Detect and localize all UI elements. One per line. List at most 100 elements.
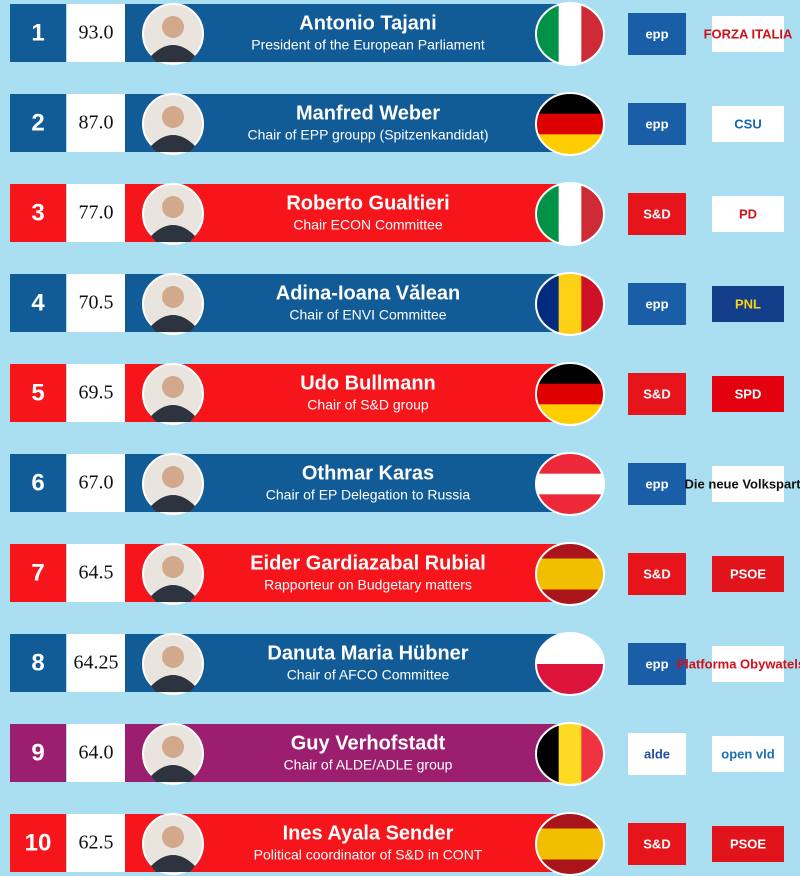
group-logo (628, 823, 686, 865)
photo-head (162, 646, 184, 668)
ranking-row: 6 67.0 Othmar Karas Chair of EP Delegation … (10, 452, 800, 516)
flag-stripe (581, 3, 604, 65)
party-logo (712, 16, 784, 52)
score: 77.0 (79, 202, 114, 224)
photo-body (151, 135, 195, 152)
group-logo (628, 373, 686, 415)
rank: 7 (31, 559, 44, 586)
group-logo-text: S&D (643, 566, 670, 581)
group-logo-text: epp (645, 116, 668, 131)
name: Roberto Gualtieri (286, 192, 449, 214)
photo-head (162, 286, 184, 308)
score-box (67, 364, 125, 422)
flag-stripe (558, 3, 582, 65)
flag-stripe (536, 3, 560, 65)
party-logo (712, 196, 784, 232)
score-box (67, 634, 125, 692)
group-logo-text: S&D (643, 836, 670, 851)
ranking-row: 7 64.5 Eider Gardiazabal Rubial Rapporteur … (10, 542, 784, 606)
flag-stripe (581, 723, 604, 785)
group-logo (628, 733, 686, 775)
name: Guy Verhofstadt (291, 732, 446, 754)
party-logo-text: PSOE (730, 566, 766, 581)
photo-head (162, 16, 184, 38)
flag-stripe (536, 383, 604, 405)
role: President of the European Parliament (251, 37, 485, 53)
photo-body (151, 495, 195, 512)
rank-box (10, 454, 66, 512)
score-box (67, 544, 125, 602)
role: Chair of AFCO Committee (287, 667, 450, 683)
flag-stripe (558, 723, 582, 785)
photo-head (162, 826, 184, 848)
flag-stripe (536, 113, 604, 135)
score: 64.0 (79, 742, 114, 764)
photo-body (151, 405, 195, 422)
score: 67.0 (79, 472, 114, 494)
ranking-row: 2 87.0 Manfred Weber Chair of EPP groupp (S… (10, 92, 784, 156)
party-logo-text: Platforma Obywatelska (676, 656, 800, 671)
name: Ines Ayala Sender (283, 822, 454, 844)
flag-stripe (536, 558, 604, 575)
group-logo-text: S&D (643, 386, 670, 401)
flag-stripe (536, 844, 604, 860)
ranking-row: 5 69.5 Udo Bullmann Chair of S&D group S&D SP… (10, 362, 784, 426)
flag (536, 183, 604, 245)
ranking-row: 1 93.0 Antonio Tajani President of the Euro… (10, 2, 793, 66)
flag-border (535, 362, 605, 426)
photo-head (162, 106, 184, 128)
score: 69.5 (79, 382, 114, 404)
score-box (67, 454, 125, 512)
ranking-row: 10 62.5 Ines Ayala Sender Political coordin… (10, 812, 784, 876)
party-logo (712, 826, 784, 862)
photo-head (162, 196, 184, 218)
score: 62.5 (79, 832, 114, 854)
group-logo (628, 103, 686, 145)
rank-box (10, 814, 66, 872)
flag (536, 3, 604, 65)
rank: 10 (25, 829, 52, 856)
rank: 3 (31, 199, 44, 226)
flag-stripe (536, 574, 604, 590)
photo-head (162, 376, 184, 398)
score: 64.5 (79, 562, 114, 584)
rank-box (10, 94, 66, 152)
group-logo-text: epp (645, 476, 668, 491)
role: Rapporteur on Budgetary matters (264, 577, 472, 593)
score-box (67, 724, 125, 782)
party-logo-text: Die neue Volkspartei (685, 476, 800, 491)
role: Chair of S&D group (307, 397, 429, 413)
party-logo (712, 286, 784, 322)
photo-body (151, 765, 195, 782)
ranking-row: 3 77.0 Roberto Gualtieri Chair ECON Committ… (10, 182, 784, 246)
party-logo (712, 106, 784, 142)
role: Chair of ENVI Committee (289, 307, 446, 323)
name: Danuta Maria Hübner (267, 642, 468, 664)
photo-body (151, 225, 195, 242)
flag-stripe (536, 453, 604, 475)
party-logo (712, 556, 784, 592)
rank-box (10, 634, 66, 692)
rank-box (10, 184, 66, 242)
party-logo-text: open vld (721, 746, 775, 761)
party-logo-text: CSU (734, 116, 761, 131)
party-logo (712, 376, 784, 412)
score: 64.25 (74, 652, 119, 674)
score-box (67, 4, 125, 62)
flag-stripe (536, 723, 560, 785)
score: 93.0 (79, 22, 114, 44)
flag-border (535, 722, 605, 786)
name: Othmar Karas (302, 462, 434, 484)
photo-body (151, 45, 195, 62)
party-logo-text: PSOE (730, 836, 766, 851)
photo-head (162, 556, 184, 578)
rank-box (10, 274, 66, 332)
flag-stripe (581, 183, 604, 245)
score-box (67, 814, 125, 872)
party-logo (712, 736, 784, 772)
rank: 2 (31, 109, 44, 136)
rank: 8 (31, 649, 44, 676)
photo-head (162, 466, 184, 488)
flag-stripe (536, 828, 604, 845)
